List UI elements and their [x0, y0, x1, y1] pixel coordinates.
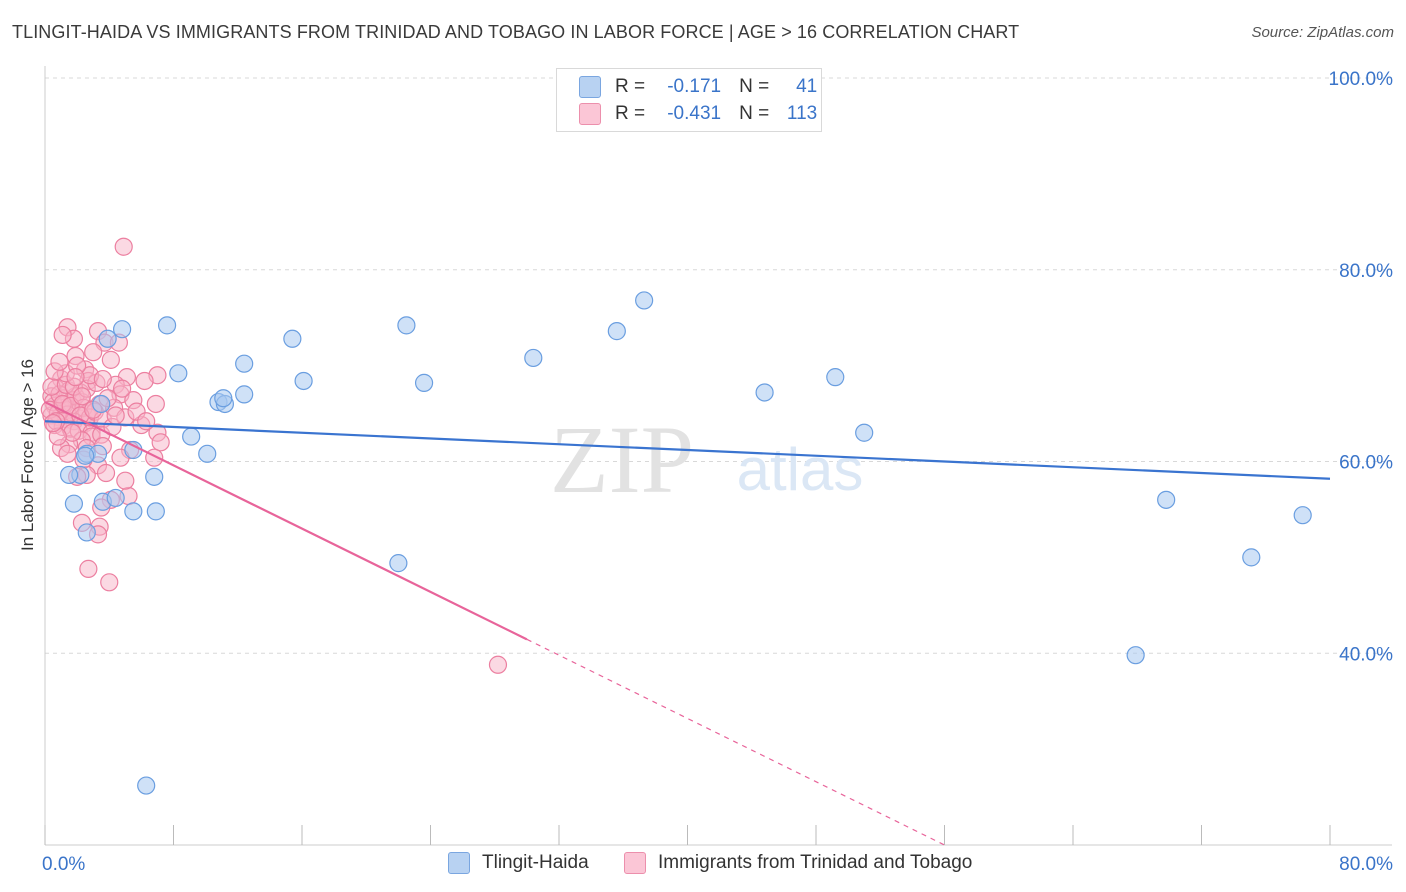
pink-point	[100, 573, 119, 592]
axes	[44, 66, 1392, 846]
y-tick-label: 80.0%	[1339, 261, 1393, 282]
legend-item-trinidad: Immigrants from Trinidad and Tobago	[624, 852, 972, 874]
legend-label: Immigrants from Trinidad and Tobago	[658, 852, 973, 873]
legend-r-label: R =	[615, 76, 646, 97]
pink-trend-line	[44, 401, 528, 641]
pink-series-points	[40, 237, 508, 674]
source-label: Source: ZipAtlas.com	[1251, 24, 1394, 41]
pink-point	[151, 433, 170, 452]
y-tick-label: 100.0%	[1329, 69, 1394, 90]
blue-point	[414, 373, 434, 392]
correlation-legend: R = -0.171 N = 41 R = -0.431 N = 113	[556, 68, 822, 132]
y-tick-label: 60.0%	[1339, 453, 1393, 474]
blue-point	[1126, 646, 1145, 665]
pink-point	[79, 559, 98, 578]
pink-point	[135, 371, 154, 391]
pink-point	[137, 412, 156, 431]
pink-point	[488, 655, 508, 674]
blue-point	[389, 554, 408, 573]
blue-trend-line	[44, 420, 1331, 480]
pink-trend-extension	[526, 638, 945, 846]
blue-point	[106, 488, 125, 508]
blue-point	[198, 444, 217, 463]
trend-lines	[44, 401, 1331, 846]
blue-point	[524, 348, 543, 368]
blue-point	[607, 322, 626, 341]
y-axis-title: In Labor Force | Age > 16	[18, 358, 37, 552]
blue-point	[124, 440, 143, 460]
legend-swatch-blue	[448, 852, 470, 874]
x-tick-label: 0.0%	[42, 854, 85, 875]
pink-point	[53, 325, 72, 345]
legend-n-value: 113	[786, 103, 818, 124]
legend-label: Tlingit-Haida	[482, 852, 589, 873]
pink-point	[84, 343, 103, 362]
legend-n-value: 41	[796, 76, 818, 97]
blue-point	[294, 371, 313, 391]
blue-point	[755, 383, 774, 402]
legend-n-label: N =	[739, 76, 770, 97]
blue-point	[1242, 548, 1261, 567]
blue-point	[59, 465, 79, 485]
pink-point	[93, 369, 112, 389]
legend-row-blue: R = -0.171 N = 41	[579, 73, 817, 101]
blue-point	[157, 316, 177, 335]
pink-point	[114, 237, 133, 256]
legend-r-value: -0.171	[667, 76, 722, 97]
blue-point	[1157, 490, 1176, 509]
blue-point	[98, 329, 117, 348]
legend-swatch-pink	[624, 852, 646, 874]
blue-point	[145, 467, 164, 486]
legend-n-label: N =	[739, 103, 770, 124]
x-tick-label: 80.0%	[1339, 854, 1393, 875]
blue-point	[92, 394, 111, 414]
watermark-zip: ZIP	[550, 406, 694, 513]
legend-r-value: -0.431	[667, 103, 722, 124]
blue-point	[235, 354, 254, 373]
pink-point	[106, 406, 125, 425]
blue-point	[855, 423, 874, 442]
blue-point	[283, 329, 302, 348]
blue-point	[826, 368, 845, 387]
pink-point	[96, 463, 116, 483]
pink-point	[146, 394, 165, 414]
pink-point	[58, 444, 77, 463]
blue-point	[112, 320, 132, 339]
y-tick-label: 40.0%	[1339, 644, 1393, 665]
blue-point	[124, 502, 143, 521]
watermark: ZIP atlas	[550, 406, 863, 513]
blue-point	[1293, 506, 1312, 525]
legend-row-pink: R = -0.431 N = 113	[579, 100, 817, 128]
tick-labels: 100.0% 80.0% 60.0% 40.0% 0.0% 80.0%	[42, 69, 1393, 875]
legend-swatch-blue	[579, 76, 601, 98]
blue-point	[64, 494, 84, 513]
chart-title: TLINGIT-HAIDA VS IMMIGRANTS FROM TRINIDA…	[12, 22, 1020, 42]
blue-point	[169, 364, 188, 383]
pink-point	[101, 350, 120, 369]
blue-point	[397, 316, 416, 335]
blue-point	[214, 389, 233, 408]
legend-item-tlingit: Tlingit-Haida	[448, 852, 589, 874]
blue-point	[235, 385, 254, 404]
pink-point	[66, 368, 85, 387]
blue-point	[77, 523, 96, 542]
blue-point	[635, 291, 654, 310]
blue-point	[182, 427, 201, 446]
pink-point	[43, 414, 63, 433]
pink-point	[72, 387, 92, 406]
legend-swatch-pink	[579, 103, 601, 125]
pink-point	[112, 379, 132, 398]
blue-point	[76, 446, 95, 465]
blue-series-points	[59, 291, 1312, 795]
pink-point	[50, 352, 69, 371]
legend-r-label: R =	[615, 103, 646, 124]
blue-point	[137, 776, 156, 795]
series-legend: Tlingit-Haida Immigrants from Trinidad a…	[0, 852, 1406, 878]
watermark-atlas: atlas	[737, 436, 864, 503]
blue-point	[146, 502, 165, 521]
pink-point	[116, 471, 135, 490]
